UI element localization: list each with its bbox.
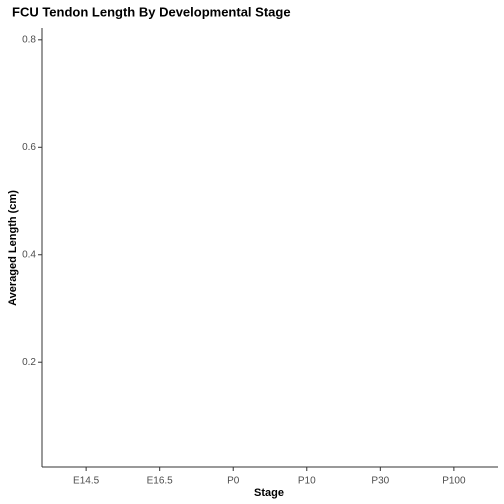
y-tick-label: 0.2 <box>22 357 36 368</box>
y-tick-label: 0.4 <box>22 249 36 260</box>
y-tick-label: 0.8 <box>22 34 36 45</box>
x-axis-title: Stage <box>254 487 284 499</box>
x-tick-label: E14.5 <box>73 476 100 487</box>
x-tick-label: P30 <box>371 476 389 487</box>
y-axis-title: Averaged Length (cm) <box>7 190 19 306</box>
chart-title: FCU Tendon Length By Developmental Stage <box>12 4 291 19</box>
x-tick-label: P0 <box>227 476 240 487</box>
x-tick-label: E16.5 <box>147 476 174 487</box>
y-tick-label: 0.6 <box>22 142 36 153</box>
x-tick-label: P10 <box>298 476 316 487</box>
x-tick-label: P100 <box>442 476 466 487</box>
